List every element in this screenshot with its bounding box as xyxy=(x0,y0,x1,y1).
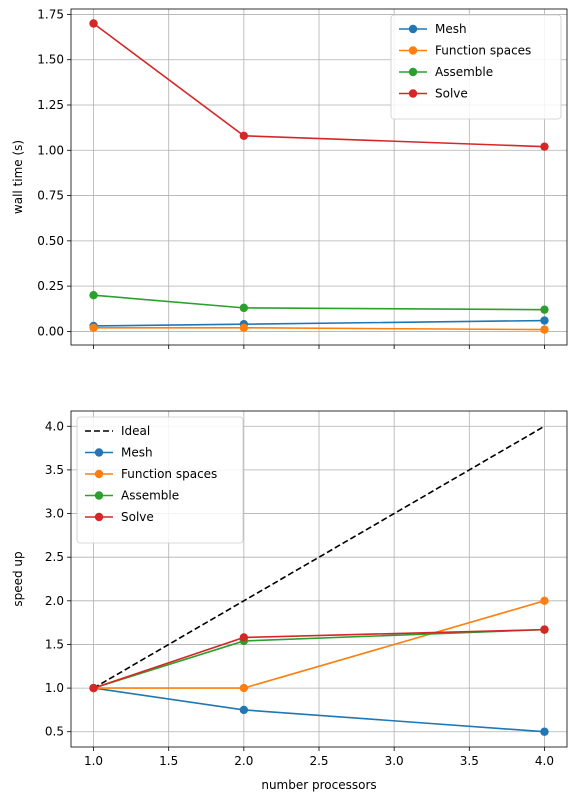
y-tick-label: 0.00 xyxy=(37,324,64,338)
series-ideal xyxy=(93,425,545,689)
y-tick-label: 1.25 xyxy=(37,98,64,112)
x-tick-label: 2.0 xyxy=(234,754,253,768)
legend-label: Assemble xyxy=(435,65,493,79)
y-tick-label: 0.25 xyxy=(37,279,64,293)
data-point-function-spaces xyxy=(239,683,249,693)
x-tick-label: 1.0 xyxy=(84,754,103,768)
y-tick-label: 0.5 xyxy=(45,725,64,739)
chart-panel-1: 0.00 0.25 0.50 0.75 1.00 1.25 1.50 1.75 wall tim… xyxy=(11,7,568,349)
data-point-solve xyxy=(89,19,98,28)
data-point-solve xyxy=(540,625,549,634)
series-solve xyxy=(89,625,549,693)
data-point-function-spaces xyxy=(540,596,549,606)
chart-panel-2: 1.0 1.5 2.0 2.5 3.0 3.5 4.0 0.5 1.0 1.5 2.0 2.5 3.0 3… xyxy=(11,410,568,792)
data-point-assemble xyxy=(239,303,249,313)
y-tick-label: 0.75 xyxy=(37,189,64,203)
data-point-assemble xyxy=(89,290,98,300)
data-point-mesh xyxy=(239,705,249,715)
data-point-function-spaces xyxy=(540,325,549,334)
legend-label: Solve xyxy=(121,510,154,524)
legend-label: Function spaces xyxy=(121,467,217,481)
legend-marker-mesh xyxy=(408,24,418,34)
data-point-assemble xyxy=(540,305,549,314)
legend-label: Mesh xyxy=(121,446,153,460)
legend: Ideal Mesh Function spaces Assemble Solve xyxy=(76,416,244,544)
x-tick-label: 3.5 xyxy=(460,754,479,768)
series-line-ideal xyxy=(93,425,545,689)
y-tick-label: 1.75 xyxy=(37,7,64,21)
legend: Mesh Function spaces Assemble Solve xyxy=(390,14,562,120)
x-tick-label: 2.5 xyxy=(309,754,328,768)
plot-frame xyxy=(70,8,568,346)
y-tick-label: 1.50 xyxy=(37,53,64,67)
y-tick-label: 1.5 xyxy=(45,637,64,651)
data-point-solve xyxy=(239,131,249,140)
legend-box xyxy=(76,416,244,544)
y-axis-label: speed up xyxy=(11,551,25,606)
legend-label: Ideal xyxy=(121,424,150,438)
x-tick-label: 1.5 xyxy=(159,754,178,768)
data-point-function-spaces xyxy=(239,323,249,332)
legend-label: Solve xyxy=(435,87,468,101)
y-tick-label: 4.0 xyxy=(45,419,64,433)
data-point-function-spaces xyxy=(89,323,98,332)
data-point-mesh xyxy=(540,316,549,325)
x-tick-label: 3.0 xyxy=(385,754,404,768)
x-axis-label: number processors xyxy=(261,778,376,792)
y-tick-label: 1.00 xyxy=(37,143,64,157)
x-tick-label: 4.0 xyxy=(535,754,554,768)
plot-frame xyxy=(70,410,568,748)
data-point-solve xyxy=(89,683,98,693)
legend-marker-mesh xyxy=(94,448,104,457)
y-tick-label: 1.0 xyxy=(45,681,64,695)
series-assemble xyxy=(89,290,549,314)
y-tick-label: 2.0 xyxy=(45,594,64,608)
legend-label: Mesh xyxy=(435,22,467,36)
y-tick-label: 2.5 xyxy=(45,550,64,564)
legend-label: Function spaces xyxy=(435,44,531,58)
y-axis-label: wall time (s) xyxy=(11,140,25,214)
data-point-solve xyxy=(239,633,249,642)
data-point-mesh xyxy=(540,727,549,736)
legend-marker-solve xyxy=(408,89,418,98)
series-function-spaces xyxy=(89,323,549,334)
y-tick-label: 3.0 xyxy=(45,507,64,521)
legend-marker-solve xyxy=(94,512,104,522)
data-point-solve xyxy=(540,142,549,151)
legend-label: Assemble xyxy=(121,489,179,503)
y-tick-label: 0.50 xyxy=(37,234,64,248)
series-solve xyxy=(89,19,549,151)
legend-box xyxy=(390,14,562,120)
y-tick-label: 3.5 xyxy=(45,463,64,477)
legend-marker-function-spaces xyxy=(94,469,104,479)
legend-marker-function-spaces xyxy=(408,46,418,55)
legend-marker-assemble xyxy=(408,67,418,77)
legend-marker-assemble xyxy=(94,491,104,500)
